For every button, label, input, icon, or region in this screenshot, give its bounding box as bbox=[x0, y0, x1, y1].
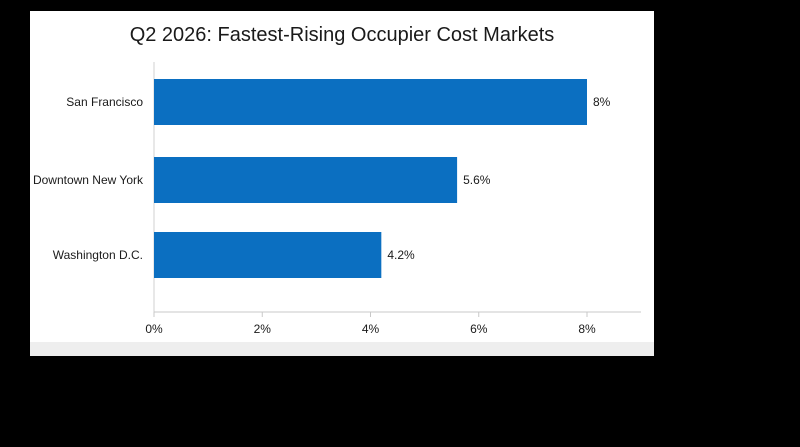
data-label: 4.2% bbox=[387, 248, 415, 262]
x-tick-label: 0% bbox=[145, 322, 163, 336]
data-label: 8% bbox=[593, 95, 611, 109]
card-footer-strip bbox=[30, 342, 654, 356]
chart-title: Q2 2026: Fastest-Rising Occupier Cost Ma… bbox=[130, 24, 555, 46]
x-tick-label: 4% bbox=[362, 322, 380, 336]
x-tick-label: 6% bbox=[470, 322, 488, 336]
category-label: Washington D.C. bbox=[53, 248, 143, 262]
bar bbox=[154, 232, 382, 278]
bar bbox=[154, 157, 458, 203]
category-label: San Francisco bbox=[66, 95, 143, 109]
data-label: 5.6% bbox=[463, 173, 491, 187]
x-tick-label: 8% bbox=[578, 322, 596, 336]
plot-area: 0% 2% 4% 6% 8% San Francisco 8% Downtown New Yo… bbox=[33, 62, 641, 336]
x-tick-label: 2% bbox=[254, 322, 272, 336]
bar bbox=[154, 79, 587, 125]
category-label: Downtown New York bbox=[33, 173, 144, 187]
